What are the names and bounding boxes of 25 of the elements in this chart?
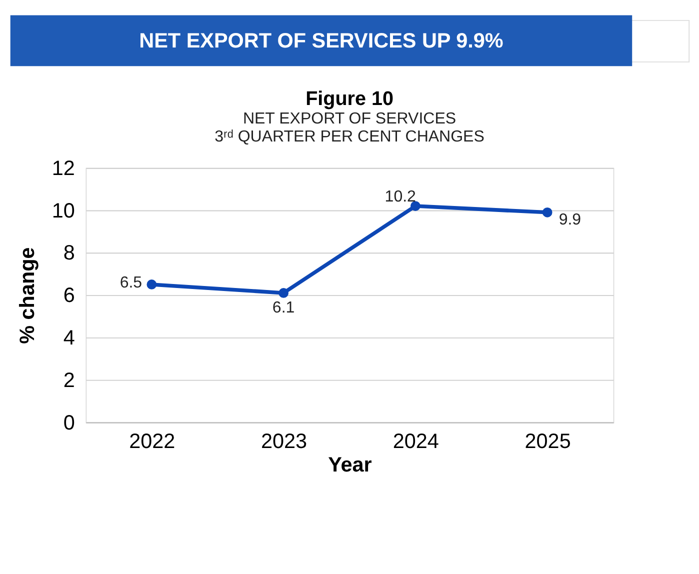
point — [146, 280, 157, 290]
y-tick-label: 10 — [52, 199, 75, 222]
x-tick-label: 2022 — [129, 430, 176, 454]
y-tick-label: 12 — [52, 156, 75, 180]
data-label: 9.9 — [558, 212, 582, 229]
x-tick-label: 2025 — [524, 430, 571, 454]
x-axis-title: Year — [328, 454, 372, 477]
y-tick-label: 2 — [63, 368, 75, 392]
data-label: 10.2 — [384, 188, 416, 206]
point — [542, 207, 552, 218]
chart-title: NET EXPORT OF SERVICES UP 9.9% — [139, 29, 504, 52]
y-tick-label: 6 — [63, 284, 75, 308]
point — [410, 201, 420, 211]
data-label: 6.1 — [272, 300, 295, 317]
text: NET EXPORT OF SERVICES — [242, 110, 456, 128]
point — [278, 288, 288, 298]
y-tick-label: 0 — [63, 411, 75, 434]
y-axis-title: % change — [16, 247, 39, 344]
x-tick-label: 2023 — [260, 430, 308, 454]
y-tick-label: 4 — [63, 326, 75, 350]
data-label: 6.5 — [120, 274, 142, 292]
x-tick-label: 2024 — [392, 430, 439, 454]
text: Figure 10 — [306, 88, 394, 110]
y-tick-label: 8 — [63, 242, 75, 265]
text: 3ʳᵈ QUARTER PER CENT CHANGES — [214, 128, 484, 146]
